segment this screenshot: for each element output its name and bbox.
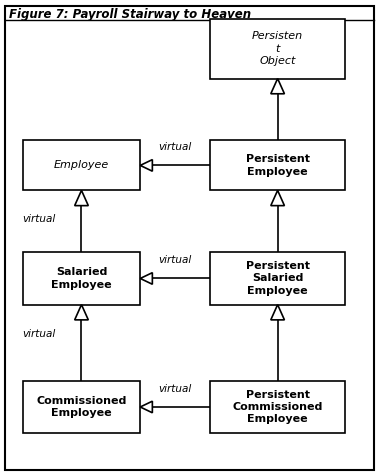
Text: Commissioned
Employee: Commissioned Employee	[36, 396, 127, 418]
Polygon shape	[271, 305, 284, 320]
Polygon shape	[271, 79, 284, 94]
Text: Persistent
Salaried
Employee: Persistent Salaried Employee	[246, 261, 310, 296]
Polygon shape	[140, 273, 152, 284]
Polygon shape	[271, 190, 284, 206]
Text: Persistent
Employee: Persistent Employee	[246, 154, 310, 177]
Text: Salaried
Employee: Salaried Employee	[51, 267, 112, 290]
FancyBboxPatch shape	[23, 252, 140, 305]
Text: Persisten
t
Object: Persisten t Object	[252, 31, 303, 66]
Text: virtual: virtual	[159, 142, 192, 152]
Polygon shape	[140, 159, 152, 171]
Text: virtual: virtual	[159, 384, 192, 394]
Text: virtual: virtual	[23, 329, 56, 339]
FancyBboxPatch shape	[23, 140, 140, 190]
Text: virtual: virtual	[23, 214, 56, 224]
Polygon shape	[140, 401, 152, 413]
FancyBboxPatch shape	[210, 140, 345, 190]
FancyBboxPatch shape	[210, 381, 345, 433]
FancyBboxPatch shape	[210, 19, 345, 79]
Polygon shape	[75, 190, 88, 206]
FancyBboxPatch shape	[210, 252, 345, 305]
FancyBboxPatch shape	[5, 6, 374, 470]
FancyBboxPatch shape	[23, 381, 140, 433]
Text: Figure 7: Payroll Stairway to Heaven: Figure 7: Payroll Stairway to Heaven	[9, 8, 252, 21]
Text: Employee: Employee	[54, 160, 109, 170]
Polygon shape	[75, 305, 88, 320]
Text: virtual: virtual	[159, 255, 192, 265]
Text: Persistent
Commissioned
Employee: Persistent Commissioned Employee	[232, 389, 323, 425]
